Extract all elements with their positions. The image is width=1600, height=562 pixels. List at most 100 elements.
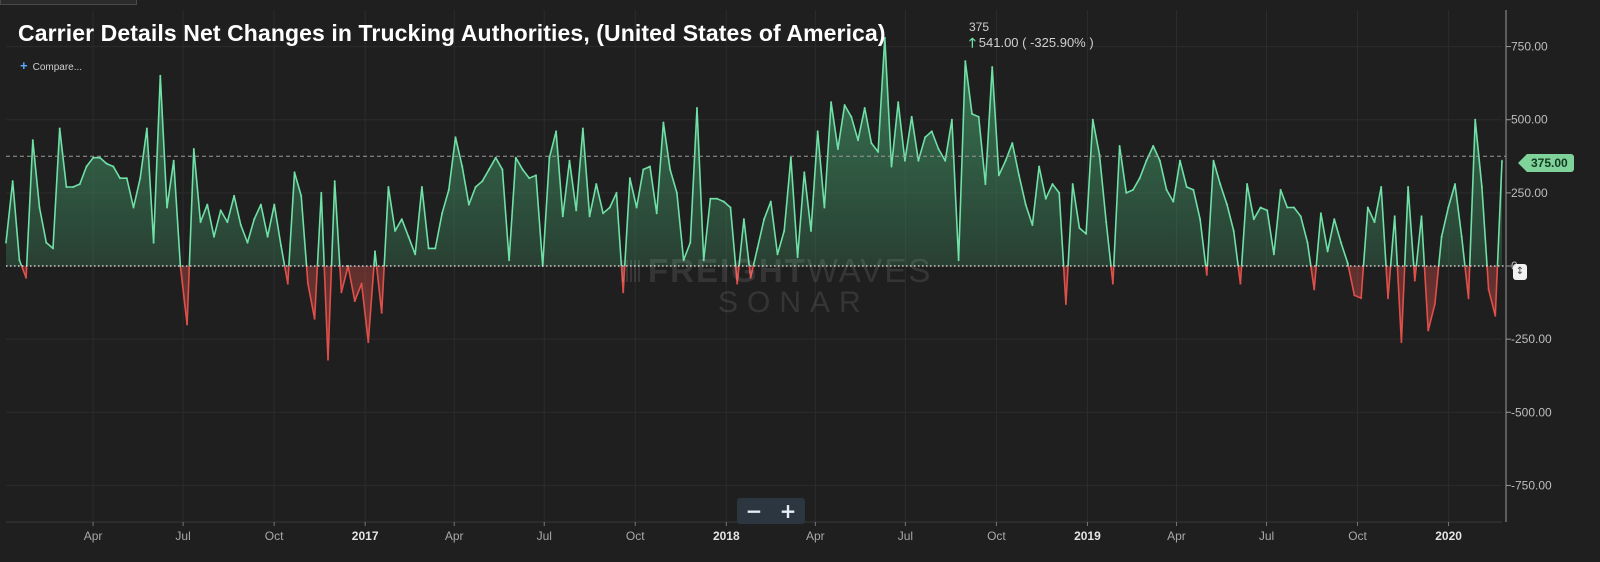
data-point bbox=[427, 247, 430, 250]
data-point bbox=[655, 212, 658, 215]
data-point bbox=[917, 159, 920, 162]
data-point bbox=[474, 185, 477, 189]
data-point bbox=[347, 264, 350, 268]
data-point bbox=[521, 168, 524, 171]
data-point bbox=[843, 104, 846, 107]
compare-button[interactable]: + Compare... bbox=[20, 58, 83, 73]
data-point bbox=[1266, 209, 1269, 212]
data-point bbox=[199, 221, 202, 224]
data-point bbox=[1165, 188, 1168, 191]
x-tick-label: Jul bbox=[537, 529, 552, 543]
data-point bbox=[407, 235, 410, 238]
data-point bbox=[239, 223, 242, 227]
data-point bbox=[1105, 221, 1108, 224]
data-point bbox=[360, 282, 363, 285]
data-point bbox=[373, 250, 377, 253]
data-point bbox=[581, 127, 585, 130]
data-point bbox=[702, 259, 705, 262]
data-point bbox=[1185, 185, 1188, 189]
data-point bbox=[266, 235, 269, 238]
data-point bbox=[1453, 183, 1457, 186]
data-point bbox=[45, 241, 48, 244]
data-point bbox=[414, 253, 417, 256]
data-point bbox=[635, 206, 638, 209]
data-point bbox=[31, 139, 34, 142]
data-point bbox=[219, 209, 222, 212]
data-point bbox=[1413, 279, 1416, 282]
data-point bbox=[1098, 153, 1101, 156]
data-point bbox=[1380, 185, 1383, 189]
data-point bbox=[172, 159, 175, 162]
data-point bbox=[1407, 185, 1410, 189]
data-point bbox=[561, 215, 564, 218]
data-point bbox=[340, 291, 343, 294]
data-point bbox=[206, 203, 209, 206]
data-point bbox=[1125, 191, 1128, 194]
x-tick-label: Apr bbox=[1167, 529, 1186, 543]
data-point bbox=[883, 36, 886, 39]
data-point bbox=[1219, 183, 1222, 186]
data-point bbox=[816, 130, 819, 133]
data-point bbox=[803, 171, 806, 174]
data-point bbox=[555, 130, 558, 133]
data-point bbox=[487, 168, 491, 171]
data-point bbox=[58, 127, 61, 130]
data-point bbox=[1239, 282, 1242, 285]
data-point bbox=[588, 215, 591, 218]
negative-area bbox=[6, 266, 1502, 360]
data-point bbox=[1085, 232, 1088, 235]
zoom-out-button[interactable]: − bbox=[737, 498, 771, 524]
data-point bbox=[642, 168, 645, 171]
data-point bbox=[1460, 235, 1463, 238]
data-point bbox=[494, 156, 497, 159]
data-point bbox=[1091, 118, 1094, 121]
data-point bbox=[970, 112, 974, 115]
data-point bbox=[259, 203, 262, 206]
data-point bbox=[756, 247, 759, 250]
data-point bbox=[1393, 215, 1396, 218]
data-point bbox=[1333, 218, 1336, 221]
data-point bbox=[628, 177, 632, 180]
data-point bbox=[1440, 235, 1443, 238]
data-point bbox=[1172, 200, 1175, 203]
x-tick-label: Apr bbox=[806, 529, 825, 543]
x-tick-label: 2017 bbox=[352, 529, 379, 543]
plus-icon: + bbox=[20, 58, 28, 73]
data-point bbox=[1353, 294, 1356, 297]
data-point bbox=[602, 212, 605, 215]
data-point bbox=[233, 194, 236, 197]
data-point bbox=[830, 101, 833, 104]
data-point bbox=[118, 177, 122, 180]
data-point bbox=[1366, 206, 1369, 209]
data-point bbox=[11, 180, 14, 183]
data-point bbox=[279, 244, 283, 247]
data-point bbox=[1232, 229, 1235, 232]
data-point bbox=[38, 206, 41, 209]
data-point bbox=[1111, 282, 1114, 285]
data-point bbox=[695, 106, 699, 110]
data-point bbox=[856, 139, 860, 142]
data-point bbox=[1299, 215, 1302, 218]
data-point bbox=[575, 209, 578, 212]
data-point bbox=[1339, 241, 1343, 244]
x-tick-label: 2019 bbox=[1074, 529, 1101, 543]
tab-strip[interactable] bbox=[0, 0, 137, 5]
data-point bbox=[1225, 203, 1229, 206]
data-point bbox=[1360, 297, 1363, 300]
data-point bbox=[950, 118, 954, 121]
data-point bbox=[615, 191, 618, 194]
axis-drag-handle[interactable]: ↕ bbox=[1513, 264, 1527, 280]
data-point bbox=[1306, 241, 1309, 244]
data-point bbox=[709, 197, 712, 200]
data-point bbox=[286, 282, 289, 285]
data-point bbox=[736, 282, 739, 285]
data-point bbox=[528, 177, 531, 180]
data-point bbox=[105, 162, 108, 165]
data-point bbox=[1252, 218, 1255, 221]
data-point bbox=[910, 115, 913, 118]
reference-value-tag: 375.00 bbox=[1518, 154, 1574, 172]
data-point bbox=[1480, 185, 1483, 189]
zoom-in-button[interactable]: + bbox=[771, 498, 805, 524]
data-point bbox=[353, 300, 356, 303]
